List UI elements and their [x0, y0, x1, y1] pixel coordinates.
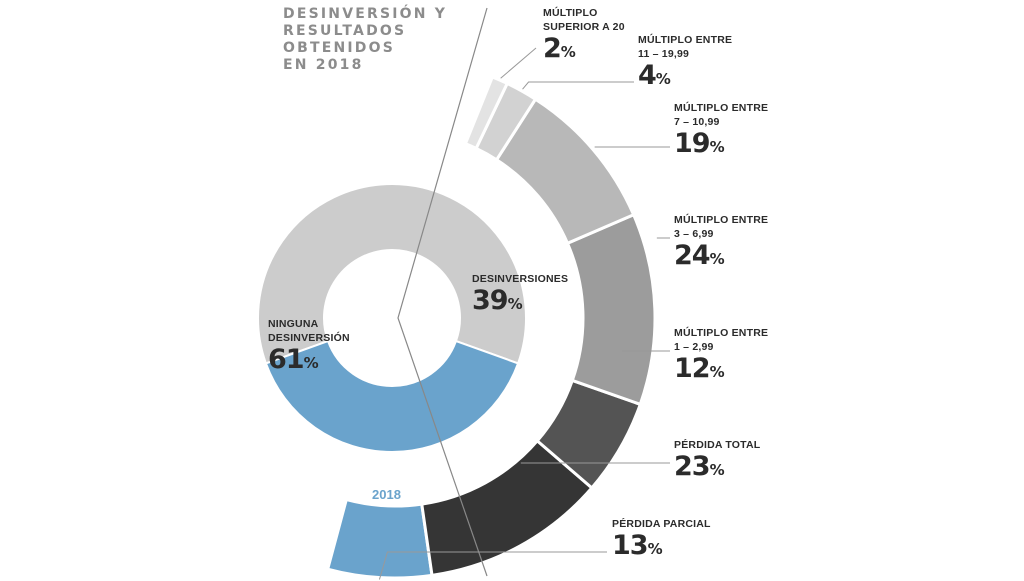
- donut-slice-desinversiones: [264, 339, 520, 453]
- label-name: DESINVERSIÓN: [268, 332, 350, 344]
- label-value: 2: [543, 33, 562, 64]
- leader-line: [500, 47, 537, 79]
- label-value: 23: [674, 451, 711, 482]
- label-name: PÉRDIDA PARCIAL: [612, 518, 711, 530]
- label-unit: %: [507, 295, 523, 313]
- ring-segment-multiplo-3-6: [565, 212, 657, 407]
- label-unit: %: [709, 461, 725, 479]
- label-multiplo-11-19: MÚLTIPLO ENTRE 11 – 19,99 4%: [638, 33, 732, 94]
- label-name: 7 – 10,99: [674, 116, 720, 128]
- label-name: MÚLTIPLO ENTRE: [674, 214, 769, 226]
- label-perdida-total: PÉRDIDA TOTAL 23%: [674, 438, 760, 485]
- label-unit: %: [709, 138, 725, 156]
- label-name: 1 – 2,99: [674, 341, 714, 353]
- label-name: MÚLTIPLO: [543, 7, 598, 19]
- label-name: 11 – 19,99: [638, 48, 690, 60]
- ring-segment-perdida-total: [420, 438, 594, 578]
- ring-segment-multiplo-20: [463, 74, 510, 151]
- year-label: 2018: [372, 487, 401, 502]
- label-value: 39: [472, 285, 509, 316]
- leader-line: [522, 81, 634, 90]
- label-name: MÚLTIPLO ENTRE: [638, 34, 733, 46]
- label-value: 24: [674, 240, 711, 271]
- label-ninguna: NINGUNA DESINVERSIÓN 61%: [268, 317, 350, 378]
- label-multiplo-1-2: MÚLTIPLO ENTRE 1 – 2,99 12%: [674, 326, 768, 387]
- label-unit: %: [709, 363, 725, 381]
- label-unit: %: [709, 250, 725, 268]
- chart-title: DESINVERSIÓN Y RESULTADOS OBTENIDOS EN 2…: [283, 6, 523, 74]
- label-name: DESINVERSIONES: [472, 273, 569, 285]
- title-line: RESULTADOS OBTENIDOS: [283, 23, 407, 56]
- label-name: MÚLTIPLO ENTRE: [674, 102, 769, 114]
- ring-segment-multiplo-11-19: [474, 81, 538, 162]
- label-unit: %: [303, 354, 319, 372]
- label-unit: %: [560, 43, 576, 61]
- divider-line: [397, 7, 488, 577]
- title-line: DESINVERSIÓN Y: [283, 6, 448, 22]
- label-name: SUPERIOR A 20: [543, 21, 625, 33]
- label-name: MÚLTIPLO ENTRE: [674, 327, 769, 339]
- label-desinversiones: DESINVERSIONES 39%: [472, 272, 568, 319]
- label-value: 4: [638, 60, 657, 91]
- ring-segment-multiplo-7-10: [494, 97, 636, 246]
- title-line: EN 2018: [283, 57, 364, 73]
- label-value: 19: [674, 128, 711, 159]
- label-name: NINGUNA: [268, 318, 319, 330]
- label-perdida-parcial: PÉRDIDA PARCIAL 13%: [612, 517, 711, 564]
- label-name: 3 – 6,99: [674, 228, 714, 240]
- label-multiplo-3-6: MÚLTIPLO ENTRE 3 – 6,99 24%: [674, 213, 768, 274]
- label-unit: %: [655, 70, 671, 88]
- label-name: PÉRDIDA TOTAL: [674, 439, 761, 451]
- label-multiplo-superior-20: MÚLTIPLO SUPERIOR A 20 2%: [543, 6, 625, 67]
- label-multiplo-7-10: MÚLTIPLO ENTRE 7 – 10,99 19%: [674, 101, 768, 162]
- label-value: 12: [674, 353, 711, 384]
- ring-segment-multiplo-1-2: [535, 378, 643, 490]
- leader-line: [378, 551, 607, 580]
- label-value: 13: [612, 530, 649, 561]
- label-unit: %: [647, 540, 663, 558]
- label-value: 61: [268, 344, 305, 375]
- ring-segment-perdida-parcial: [325, 497, 434, 580]
- donut-slice-ninguna: [257, 183, 527, 365]
